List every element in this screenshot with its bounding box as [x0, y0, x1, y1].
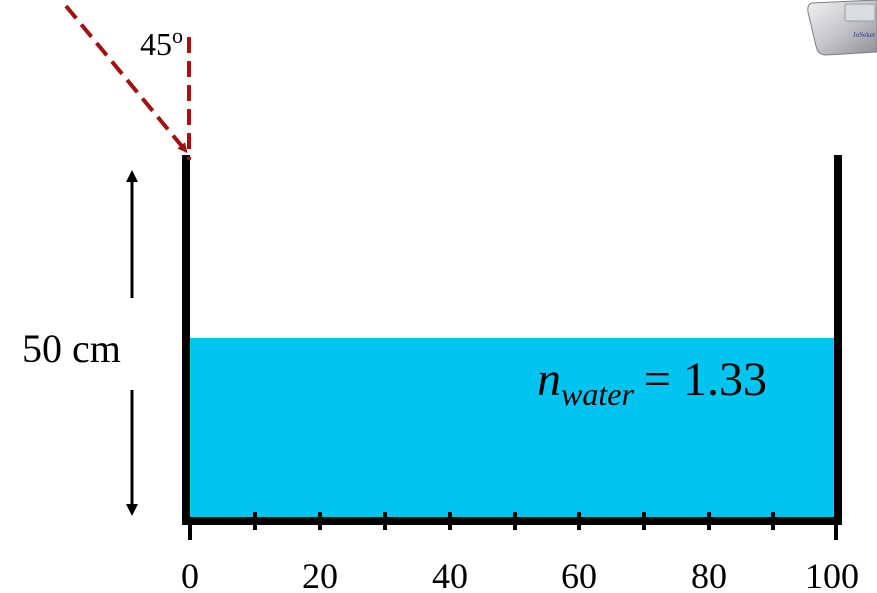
angle-degree-symbol: o — [172, 23, 183, 48]
index-symbol: n — [537, 353, 561, 406]
index-value: = 1.33 — [644, 353, 767, 406]
angle-value: 45 — [140, 26, 172, 62]
tick-label: 0 — [181, 556, 199, 593]
scale-labels: 0 20 40 60 80 100 — [181, 556, 859, 593]
scale-ticks — [188, 512, 838, 540]
water-body — [187, 338, 836, 520]
tick-label: 20 — [302, 556, 338, 593]
index-subscript: water — [561, 376, 634, 412]
tick-label: 80 — [691, 556, 727, 593]
angle-label: 45o — [140, 23, 183, 62]
tick-label: 40 — [432, 556, 468, 593]
tick-label: 100 — [805, 556, 859, 593]
refractive-index-label: nwater = 1.33 — [537, 353, 767, 412]
device-label: JoSeker — [853, 31, 876, 39]
clicker-device-icon: JoSeker — [807, 0, 877, 56]
height-label: 50 cm — [22, 326, 121, 371]
tick-label: 60 — [561, 556, 597, 593]
incident-ray — [64, 4, 188, 154]
